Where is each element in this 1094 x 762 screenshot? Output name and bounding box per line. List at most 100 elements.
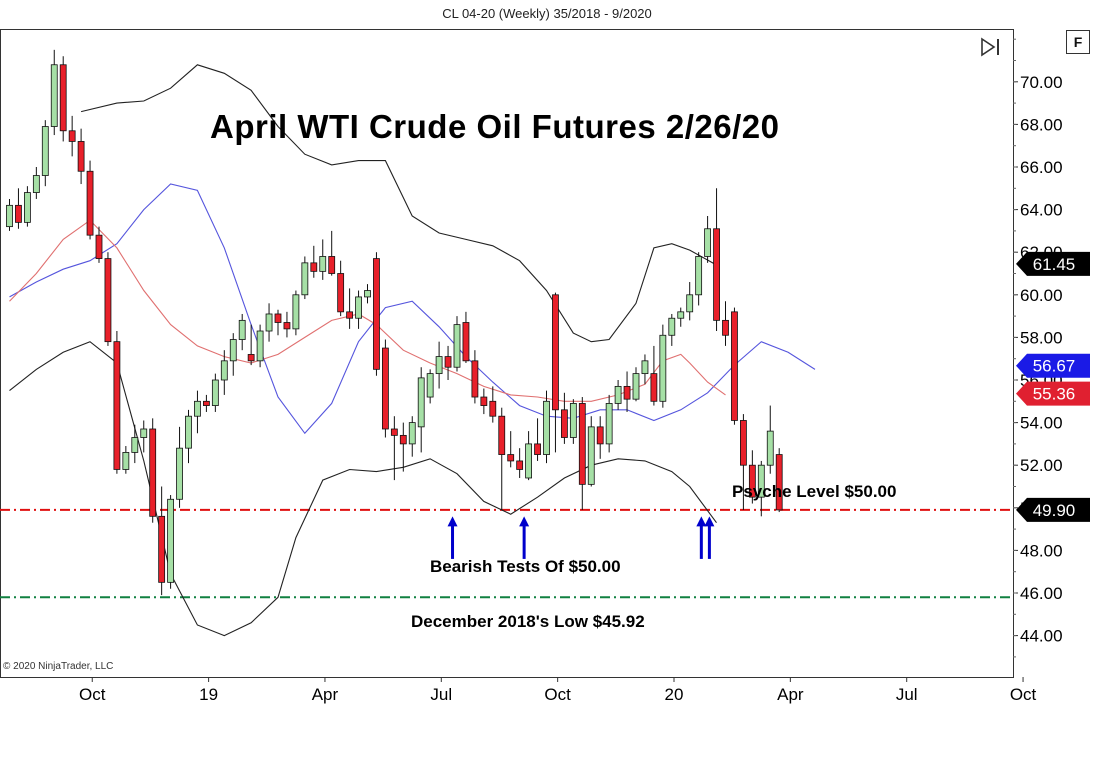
price-tag-label: 61.45 [1033, 255, 1076, 274]
price-tag-label: 56.67 [1033, 357, 1076, 376]
candle-bearish [748, 464, 756, 498]
candle-bullish [122, 452, 130, 470]
candle-bullish [220, 360, 228, 381]
candle-bearish [310, 262, 318, 272]
test-arrow-head [696, 516, 707, 527]
candle-bullish [50, 64, 58, 127]
candle-bullish [131, 437, 139, 453]
candle-bearish [158, 515, 166, 583]
candle-bearish [86, 170, 94, 236]
candle-bearish [489, 400, 497, 417]
candle-bullish [641, 360, 649, 375]
candle-bearish [552, 294, 559, 411]
candle-bullish [587, 426, 595, 485]
candle-bullish [229, 339, 237, 362]
candle-bullish [194, 400, 201, 417]
candle-bullish [301, 262, 309, 296]
candle-bearish [623, 385, 631, 400]
red-midline [9, 219, 726, 402]
candle-bearish [444, 356, 452, 368]
candle-bearish [507, 454, 515, 462]
y-tick-label: 44.00 [1020, 627, 1063, 646]
y-tick-label: 64.00 [1020, 201, 1063, 220]
skip-forward-icon[interactable] [978, 36, 1004, 58]
candle-bullish [256, 330, 264, 362]
test-arrow-head [447, 516, 458, 527]
candle-bearish [381, 347, 389, 430]
candle-bearish [346, 311, 354, 319]
candle-bullish [677, 311, 685, 319]
x-tick-label: 20 [665, 685, 684, 704]
x-tick-label: 19 [199, 685, 218, 704]
candle-bearish [722, 319, 729, 336]
y-tick-label: 54.00 [1020, 414, 1063, 433]
candle-bullish [704, 228, 711, 257]
candle-bearish [471, 360, 479, 398]
candle-bullish [668, 317, 676, 336]
candle-bearish [775, 454, 783, 511]
candle-bullish [6, 204, 13, 228]
candle-bullish [265, 313, 273, 332]
candle-bearish [202, 400, 210, 406]
candle-bearish [337, 273, 345, 313]
candle-bullish [435, 356, 443, 375]
candle-bullish [140, 428, 148, 438]
candle-bearish [274, 313, 282, 323]
candle-bullish [417, 377, 425, 428]
candle-bearish [113, 341, 121, 470]
chart-header: CL 04-20 (Weekly) 35/2018 - 9/2020 [442, 6, 652, 21]
x-tick-label: Oct [1010, 685, 1037, 704]
candle-bullish [32, 175, 40, 193]
y-tick-label: 52.00 [1020, 456, 1063, 475]
candle-bullish [525, 443, 532, 479]
candle-bullish [543, 400, 550, 455]
candle-bearish [247, 354, 255, 362]
upper-black-band [80, 64, 717, 343]
x-tick-label: Apr [777, 685, 804, 704]
candle-bearish [390, 428, 398, 436]
candle-bullish [176, 447, 183, 500]
candle-bearish [462, 322, 470, 362]
test-arrow-head [519, 516, 530, 527]
candle-bearish [68, 130, 76, 142]
candle-bearish [561, 409, 568, 438]
candle-bullish [292, 294, 300, 330]
x-tick-label: Jul [430, 685, 452, 704]
x-tick-label: Oct [79, 685, 106, 704]
december-low-label: December 2018's Low $45.92 [411, 612, 645, 631]
candle-bullish [453, 324, 461, 368]
candle-bearish [328, 256, 336, 274]
x-tick-label: Apr [312, 685, 339, 704]
candle-bearish [95, 234, 103, 259]
candle-bullish [659, 334, 667, 402]
candle-bullish [185, 415, 192, 449]
price-tag [1016, 497, 1090, 522]
blue-band-line [9, 183, 816, 435]
candle-bearish [283, 322, 291, 330]
candle-bearish [596, 426, 604, 445]
candle-bearish [740, 420, 747, 466]
candle-bullish [23, 192, 31, 223]
candle-bullish [766, 430, 774, 466]
candle-bullish [167, 498, 175, 583]
candle-bullish [426, 373, 434, 398]
candle-bearish [480, 396, 488, 406]
candle-bearish [578, 403, 586, 485]
candle-bearish [731, 311, 738, 421]
candle-bullish [238, 319, 246, 340]
y-tick-label: 66.00 [1020, 158, 1063, 177]
psyche-level-label: Psyche Level $50.00 [732, 482, 897, 501]
candle-bearish [59, 64, 67, 132]
format-button[interactable]: F [1066, 30, 1090, 54]
candle-bullish [614, 385, 622, 404]
candle-bullish [695, 256, 703, 296]
candle-bearish [713, 228, 720, 321]
candle-bearish [373, 258, 380, 370]
candle-bearish [534, 443, 541, 455]
candle-bearish [516, 460, 524, 470]
candle-bearish [650, 373, 658, 402]
candle-bearish [149, 428, 157, 517]
bearish-tests-label: Bearish Tests Of $50.00 [430, 557, 621, 576]
candle-bearish [104, 258, 112, 343]
